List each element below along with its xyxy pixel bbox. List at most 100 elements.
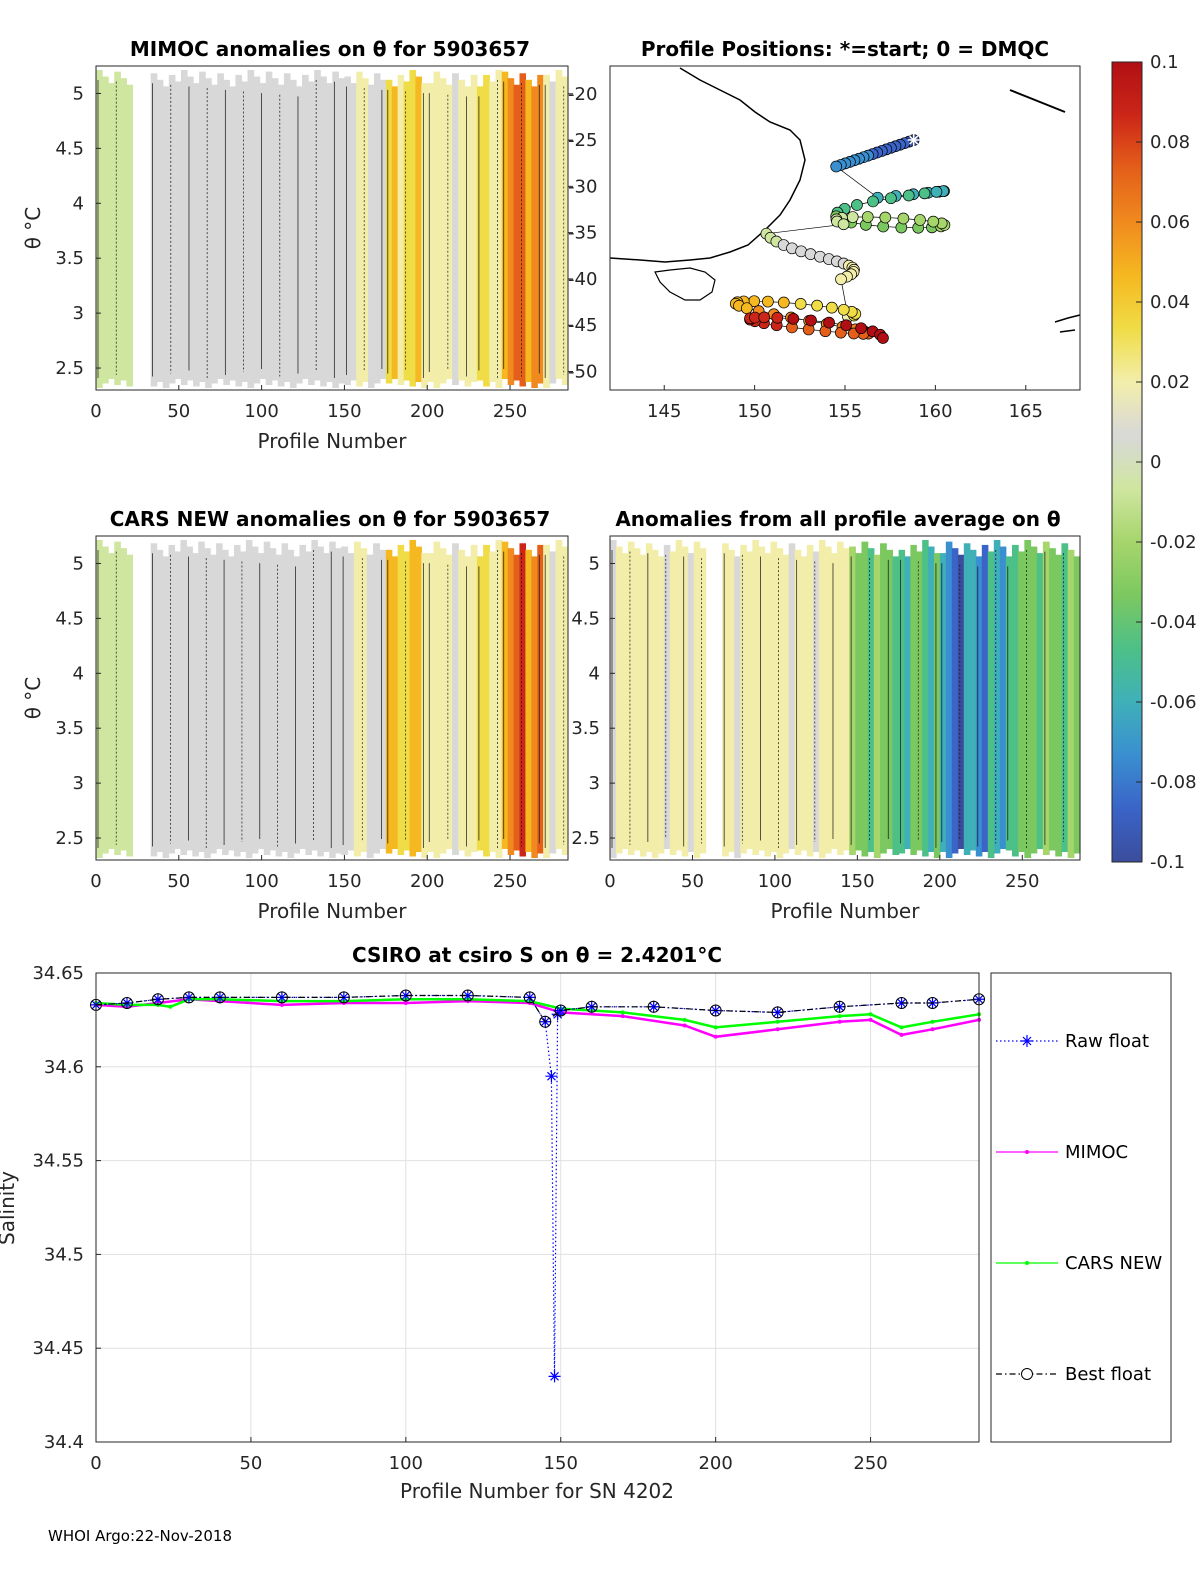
- best-float-point: [647, 1000, 660, 1013]
- all_anom-cell: [818, 540, 826, 858]
- cars_anom-cell: [555, 540, 563, 849]
- profile-position-marker: [771, 311, 784, 324]
- cars_anom-cell: [385, 549, 393, 854]
- series-point: [168, 1004, 173, 1009]
- mimoc_anom-cell: [193, 83, 200, 387]
- y-tick-label: 34.45: [32, 1338, 84, 1359]
- raw-float-point: [548, 1370, 561, 1383]
- mainland-coast: [609, 67, 806, 263]
- mimoc_anom-cell: [391, 86, 399, 379]
- x-tick-label: 0: [90, 1453, 101, 1474]
- cars_anom-cell: [379, 549, 387, 849]
- cars_anom-cell: [311, 540, 318, 851]
- all_anom-cell: [770, 541, 778, 852]
- mimoc_anom-cell: [531, 86, 538, 388]
- x-tick-label: 0: [90, 401, 101, 422]
- y-tick-label: 4.5: [55, 138, 84, 159]
- mimoc_anom-cell: [427, 83, 435, 382]
- cars_anom-cell: [391, 556, 399, 849]
- y-tick-label: 34.5: [44, 1244, 84, 1265]
- positions-x-ticks: 145 150 155 160 165: [647, 385, 1043, 422]
- cars_anom-cell: [108, 553, 115, 849]
- x-tick-label: 250: [853, 1453, 887, 1474]
- best-float-point: [213, 991, 226, 1004]
- y-tick-label: 3: [73, 773, 84, 794]
- all_anom-cell: [1030, 546, 1038, 854]
- cars-panel: CARS NEW anomalies on θ for 5903657 0 50 1…: [21, 507, 569, 923]
- x-tick-label: 0: [90, 871, 101, 892]
- x-tick-label: 200: [410, 871, 444, 892]
- cars-y-ticks: 5 4.5 4 3.5 3 2.5: [55, 553, 101, 849]
- mimoc_anom-cell: [168, 74, 176, 384]
- mimoc_anom-cell: [150, 73, 158, 387]
- cars_anom-cell: [501, 541, 509, 849]
- all_anom-cell: [933, 553, 941, 858]
- all_anom-cell: [746, 551, 753, 849]
- mimoc_anom-cell: [338, 78, 346, 384]
- x-tick-label: 155: [828, 401, 862, 422]
- all_anom-cell: [957, 554, 965, 849]
- profile-position-marker: [918, 187, 931, 200]
- cars_anom-cell: [525, 549, 532, 852]
- all_anom-cell: [886, 549, 894, 849]
- mimoc_anom-cell: [501, 71, 509, 380]
- series-point: [713, 1034, 718, 1039]
- all_anom-cell: [663, 544, 671, 849]
- all_anom-cell: [639, 554, 647, 857]
- cars_anom-cell: [483, 544, 490, 857]
- cars_anom-cell: [433, 541, 441, 858]
- all-anom-x-label: Profile Number: [771, 899, 921, 923]
- y-tick-label: 2.5: [571, 828, 600, 849]
- all_anom-cell: [675, 540, 683, 851]
- mimoc_anom-cell: [308, 81, 315, 386]
- cars_anom-cell: [210, 554, 217, 854]
- x-tick-label: 50: [167, 401, 190, 422]
- cars_anom-cell: [257, 553, 265, 849]
- cars_anom-cell: [421, 553, 428, 858]
- mimoc_anom-cell: [156, 79, 164, 383]
- cars_anom-cell: [156, 549, 164, 852]
- salinity-axes-frame: [95, 972, 980, 1443]
- all_anom-cell: [728, 549, 735, 852]
- cars_anom-cell: [114, 541, 121, 855]
- x-tick-label: 0: [604, 871, 615, 892]
- mimoc_anom-cell: [537, 74, 544, 384]
- best-float-point: [554, 1004, 567, 1017]
- all_anom-cell: [830, 553, 838, 849]
- cars_anom-cell: [228, 556, 235, 851]
- series-point: [279, 1002, 284, 1007]
- y-tick-label: 4.5: [571, 608, 600, 629]
- cars_anom-cell: [317, 546, 324, 857]
- cars-title: CARS NEW anomalies on θ for 5903657: [110, 507, 551, 531]
- cars_anom-cell: [329, 541, 336, 858]
- cars_anom-cell: [531, 556, 538, 858]
- best-float-point: [151, 993, 164, 1006]
- all_anom-cell: [1042, 541, 1050, 855]
- cars_anom-cell: [353, 541, 361, 857]
- mimoc_anom-cell: [476, 86, 484, 381]
- best-float-point: [337, 991, 350, 1004]
- mimoc_anom-cell: [452, 73, 459, 385]
- x-tick-label: 150: [840, 871, 874, 892]
- profile-position-marker: [837, 303, 850, 316]
- best-float-point: [275, 991, 288, 1004]
- y-tick-label: 3.5: [55, 718, 84, 739]
- salinity-y-label: Salinity: [0, 1171, 19, 1245]
- all-anom-x-ticks: 0 50 100 150 200 250: [604, 855, 1039, 892]
- all_anom-cell: [1018, 551, 1025, 852]
- cars_anom-cell: [519, 543, 527, 857]
- all_anom-cell: [898, 549, 906, 854]
- x-tick-label: 200: [923, 871, 957, 892]
- all_anom-cell: [633, 548, 641, 851]
- all_anom-cell: [855, 553, 863, 851]
- all_anom-cell: [916, 551, 923, 851]
- series-point: [620, 1010, 625, 1015]
- mimoc_anom-cell: [483, 74, 490, 387]
- all_anom-cell: [837, 541, 844, 855]
- all_anom-cell: [975, 556, 983, 857]
- cars_anom-cell: [415, 546, 422, 852]
- all_anom-cell: [800, 556, 808, 851]
- cars-y-label: θ °C: [21, 677, 45, 720]
- x-tick-label: 100: [244, 871, 278, 892]
- mimoc_anom-cell: [373, 73, 381, 384]
